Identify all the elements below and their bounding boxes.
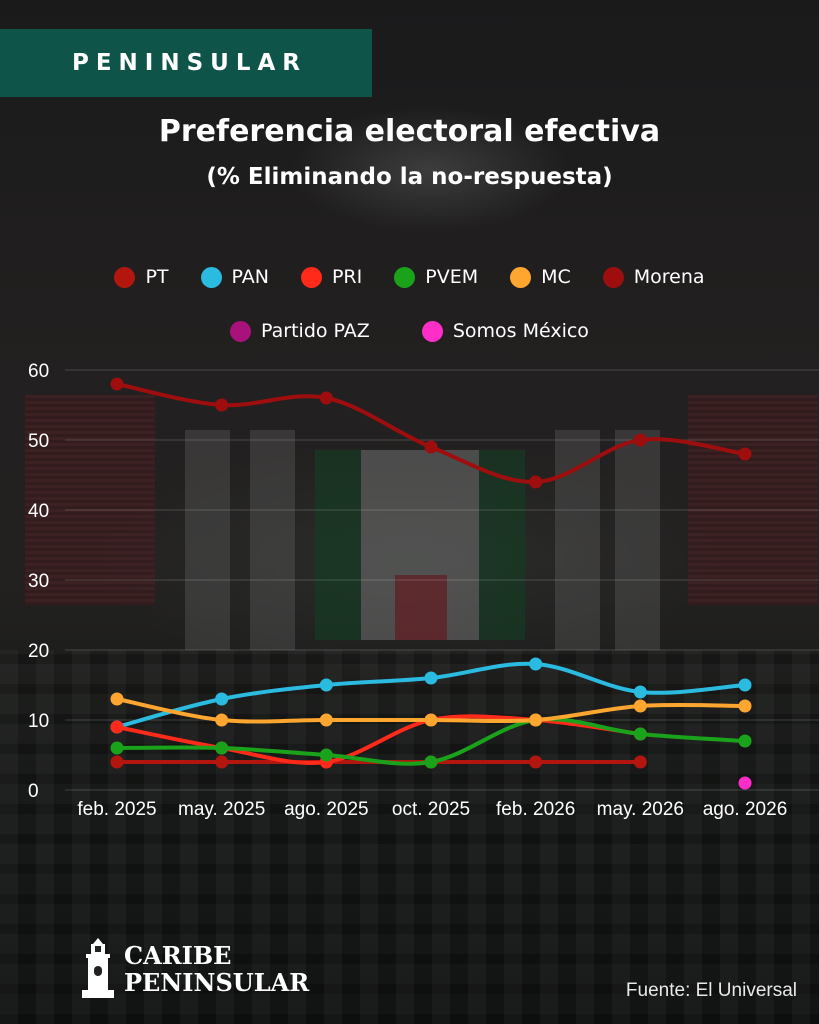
data-point-pt-may-2025 xyxy=(215,755,229,769)
y-axis-ticks: 0 10 20 30 40 50 60 xyxy=(28,361,49,802)
brand-banner: PENINSULAR xyxy=(0,29,372,97)
data-point-pvem-may-2026 xyxy=(633,727,647,741)
chart-legend-row-2: Partido PAZ Somos México xyxy=(0,320,819,342)
data-point-somos-mexico-ago-2026 xyxy=(738,776,752,790)
data-point-pt-may-2026 xyxy=(633,755,647,769)
chart-title: Preferencia electoral efectiva xyxy=(158,114,661,149)
data-point-mc-feb-2025 xyxy=(110,692,124,706)
data-point-pan-ago-2025 xyxy=(319,678,333,692)
legend-item-pvem: PVEM xyxy=(394,266,478,288)
legend-item-pri: PRI xyxy=(300,266,363,288)
x-tick-label-may-2026: may. 2026 xyxy=(597,799,684,820)
data-point-pt-feb-2025 xyxy=(110,755,124,769)
flag-red-panel xyxy=(395,575,447,640)
legend-swatch xyxy=(602,266,624,288)
data-point-pvem-ago-2025 xyxy=(319,748,333,762)
logo-text-line-1: CARIBE xyxy=(124,941,232,970)
series-line-morena xyxy=(115,382,747,485)
legend-swatch xyxy=(230,320,252,342)
legend-swatch xyxy=(421,320,443,342)
brand-tag: PENINSULAR xyxy=(71,50,308,76)
grid-lines xyxy=(65,369,819,791)
legend-swatch xyxy=(114,266,136,288)
data-point-morena-oct-2025 xyxy=(424,440,438,454)
data-point-mc-may-2026 xyxy=(633,699,647,713)
y-tick-label-10: 10 xyxy=(28,711,49,732)
logo-text-line-2: PENINSULAR xyxy=(124,968,310,997)
y-tick-label-0: 0 xyxy=(28,781,39,802)
chamber-screen-right xyxy=(688,395,818,605)
lighthouse-icon xyxy=(82,938,114,998)
data-point-pt-feb-2026 xyxy=(529,755,543,769)
y-tick-label-40: 40 xyxy=(28,501,49,522)
data-point-morena-feb-2025 xyxy=(110,377,124,391)
data-point-mc-feb-2026 xyxy=(529,713,543,727)
y-tick-label-20: 20 xyxy=(28,641,49,662)
y-tick-label-60: 60 xyxy=(28,361,49,382)
data-point-mc-ago-2025 xyxy=(319,713,333,727)
data-point-mc-oct-2025 xyxy=(424,713,438,727)
legend-label: Partido PAZ xyxy=(261,320,370,342)
x-tick-label-feb-2025: feb. 2025 xyxy=(77,799,156,820)
legend-label: PT xyxy=(145,266,169,288)
data-point-pri-feb-2025 xyxy=(110,720,124,734)
legend-swatch xyxy=(300,266,322,288)
data-point-mc-may-2025 xyxy=(215,713,229,727)
chart-subtitle: (% Eliminando la no-respuesta) xyxy=(206,164,613,190)
chamber-pillar xyxy=(185,430,230,650)
series-line-pri xyxy=(115,714,643,765)
legend-item-morena: Morena xyxy=(602,266,705,288)
data-point-mc-ago-2026 xyxy=(738,699,752,713)
data-point-pan-feb-2026 xyxy=(529,657,543,671)
chamber-pillar xyxy=(615,430,660,650)
series-points xyxy=(110,377,752,790)
legend-label: PVEM xyxy=(425,266,479,288)
data-point-morena-ago-2025 xyxy=(319,391,333,405)
chamber-screen-left xyxy=(25,395,155,605)
legend-label: Somos México xyxy=(452,320,589,342)
data-point-morena-may-2025 xyxy=(215,398,229,412)
chamber-pillar xyxy=(250,430,295,650)
legend-label: MC xyxy=(541,266,571,288)
x-tick-label-feb-2026: feb. 2026 xyxy=(496,799,575,820)
legend-label: PRI xyxy=(331,266,363,288)
legend-label: Morena xyxy=(633,266,705,288)
x-tick-label-oct-2025: oct. 2025 xyxy=(392,799,470,820)
legend-swatch xyxy=(200,266,222,288)
data-point-pan-oct-2025 xyxy=(424,671,438,685)
y-tick-label-50: 50 xyxy=(28,431,49,452)
legend-label: PAN xyxy=(231,266,269,288)
data-point-pvem-ago-2026 xyxy=(738,734,752,748)
data-point-morena-feb-2026 xyxy=(529,475,543,489)
legend-item-pt: PT xyxy=(114,266,169,288)
chart-legend-row-1: PT PAN PRI PVEM MC Morena xyxy=(0,266,819,288)
data-point-morena-ago-2026 xyxy=(738,447,752,461)
legend-swatch xyxy=(510,266,532,288)
data-point-pan-may-2025 xyxy=(215,692,229,706)
legend-item-pan: PAN xyxy=(200,266,269,288)
data-point-pvem-oct-2025 xyxy=(424,755,438,769)
data-point-pan-ago-2026 xyxy=(738,678,752,692)
legend-item-partido-paz: Partido PAZ xyxy=(230,320,370,342)
x-tick-label-ago-2025: ago. 2025 xyxy=(284,799,369,820)
legend-item-mc: MC xyxy=(510,266,571,288)
x-axis-ticks: feb. 2025 may. 2025 ago. 2025 oct. 2025 feb.… xyxy=(77,799,787,820)
footer-logo: CARIBE PENINSULAR xyxy=(80,936,309,1002)
data-point-pvem-may-2025 xyxy=(215,741,229,755)
data-point-pan-may-2026 xyxy=(633,685,647,699)
source-note: Fuente: El Universal xyxy=(625,980,797,1001)
x-tick-label-may-2025: may. 2025 xyxy=(178,799,265,820)
legend-swatch xyxy=(394,266,416,288)
data-point-morena-may-2026 xyxy=(633,433,647,447)
chamber-seats xyxy=(0,650,819,1024)
legend-item-somos-mexico: Somos México xyxy=(421,320,589,342)
data-point-pvem-feb-2025 xyxy=(110,741,124,755)
y-tick-label-30: 30 xyxy=(28,571,49,592)
x-tick-label-ago-2026: ago. 2026 xyxy=(703,799,788,820)
